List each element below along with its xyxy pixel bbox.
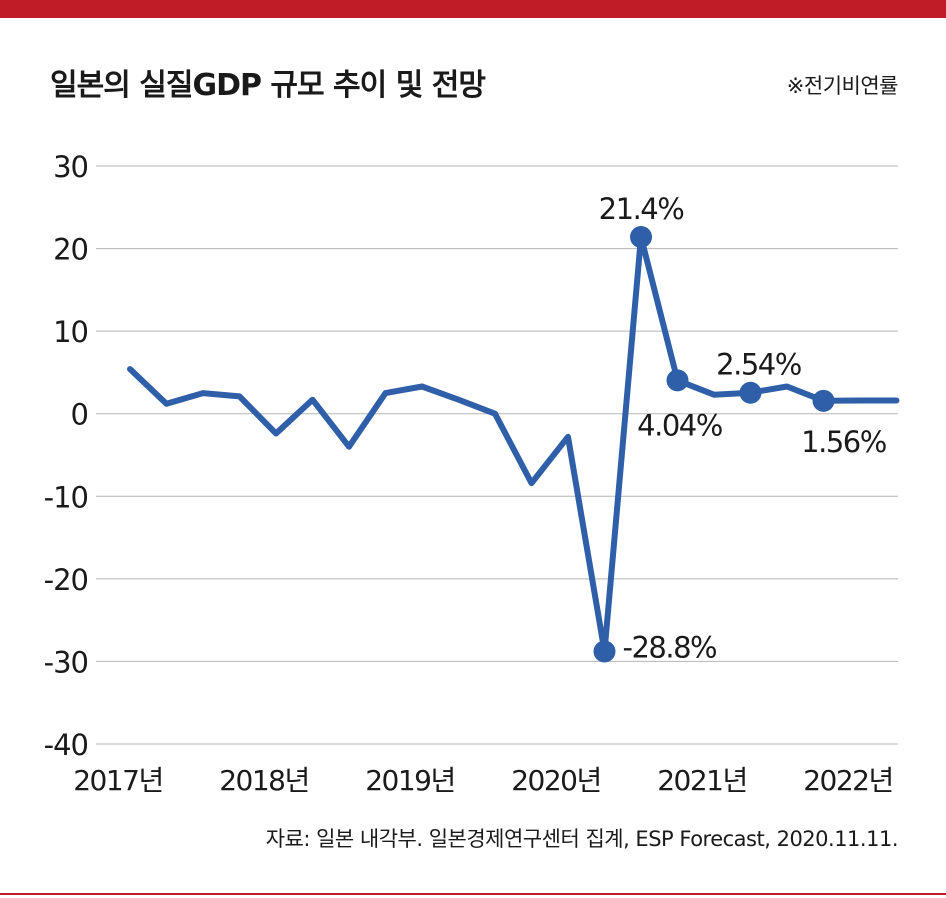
series-line [127,234,900,655]
gdp-series [127,226,900,663]
y-tick-label: -10 [44,480,88,514]
data-point-marker [666,369,689,392]
top-accent-bar [0,0,946,18]
x-axis-ticks: 2017년 2018년 2019년 2020년 2021년 2022년 [73,764,894,797]
unit-note: ※전기비연률 [786,74,899,98]
data-label: 2.54% [716,348,801,382]
y-tick-label: 10 [53,315,88,349]
data-label: -28.8% [623,631,717,665]
data-point-marker [812,389,835,412]
grid-lines [96,165,898,745]
y-tick-label: 30 [53,150,88,184]
data-point-marker [630,226,652,249]
data-label: 21.4% [599,192,684,226]
data-point-marker [739,381,762,404]
y-tick-label: -30 [44,645,88,679]
x-tick-label: 2018년 [219,764,309,797]
y-tick-label: 0 [71,398,88,432]
x-tick-label: 2019년 [365,764,455,797]
bottom-accent-rule [0,893,946,895]
x-tick-label: 2017년 [73,764,163,797]
y-axis-ticks: 30 20 10 0 -10 -20 -30 -40 [44,150,89,762]
data-label: 1.56% [801,425,886,459]
data-labels: -28.8% 21.4% 4.04% 2.54% 1.56% [599,192,888,665]
x-tick-label: 2021년 [657,764,747,797]
x-tick-label: 2020년 [511,764,601,797]
data-point-marker [593,640,616,663]
x-tick-label: 2022년 [803,764,893,797]
y-tick-label: -20 [44,563,88,597]
source-note: 자료: 일본 내각부. 일본경제연구센터 집계, ESP Forecast, 2… [265,827,899,851]
y-tick-label: -40 [44,728,88,762]
y-tick-label: 20 [53,233,88,267]
chart-title: 일본의 실질GDP 규모 추이 및 전망 [50,68,486,103]
data-label: 4.04% [637,408,722,442]
